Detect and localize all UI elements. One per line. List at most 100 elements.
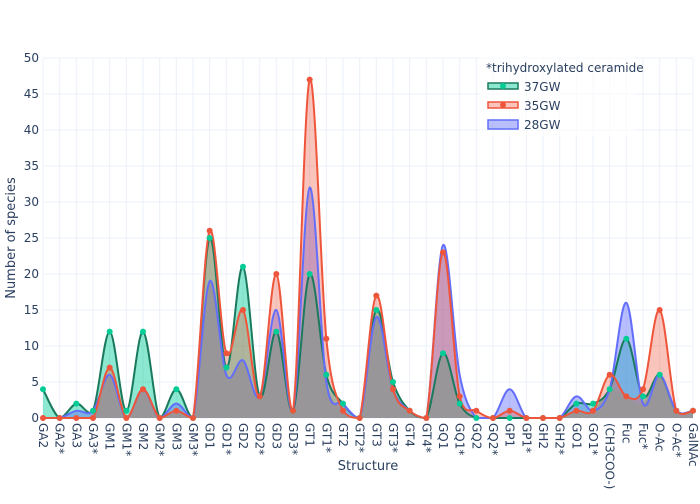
- x-tick-labels: GA2 GA2* GA3 GA3* GM1 GM1* GM2 GM2* GM3 GM3* GD1 GD…: [36, 423, 700, 489]
- point-35GW: [340, 407, 346, 414]
- x-tick-label: GT4*: [419, 423, 433, 453]
- x-tick-label: GP1: [503, 423, 517, 447]
- point-37GW: [590, 400, 596, 407]
- point-35GW: [90, 415, 96, 421]
- point-35GW: [73, 415, 80, 421]
- x-tick-label: O-Ac: [653, 423, 667, 451]
- point-35GW: [406, 407, 413, 414]
- point-35GW: [156, 415, 163, 421]
- legend-marker: [500, 83, 506, 89]
- point-37GW: [40, 386, 46, 393]
- point-37GW: [123, 407, 130, 414]
- point-35GW: [40, 415, 46, 421]
- x-tick-label: GM1*: [119, 423, 133, 456]
- point-35GW: [256, 393, 263, 400]
- point-37GW: [373, 307, 380, 313]
- point-35GW: [456, 393, 463, 400]
- point-35GW: [223, 350, 230, 357]
- grid: [42, 57, 694, 419]
- point-35GW: [56, 415, 63, 421]
- y-tick-label: 10: [24, 339, 39, 353]
- point-37GW: [206, 235, 213, 241]
- point-35GW: [373, 292, 380, 299]
- x-tick-label: GD3*: [286, 423, 300, 455]
- point-35GW: [606, 371, 613, 378]
- y-tick-labels: 0 5 10 15 20 25 30 35 40 45 50: [24, 51, 39, 425]
- y-tick-label: 25: [24, 231, 39, 245]
- legend-swatch: [487, 119, 519, 130]
- x-tick-label: GA2*: [53, 423, 67, 454]
- x-tick-label: GT1*: [319, 423, 333, 453]
- x-tick-label: GD2*: [253, 423, 267, 455]
- legend-items: 37GW 35GW 28GW: [487, 80, 561, 132]
- x-tick-label: GQ1: [436, 423, 450, 449]
- x-tick-label: GO1*: [586, 423, 600, 455]
- point-35GW: [573, 407, 580, 414]
- point-37GW: [173, 386, 180, 393]
- x-tick-label: GA3*: [86, 423, 100, 454]
- x-tick-label: GM3*: [186, 423, 200, 456]
- point-35GW: [690, 407, 696, 414]
- point-35GW: [640, 386, 646, 393]
- point-35GW: [323, 335, 330, 342]
- point-35GW: [123, 415, 130, 421]
- x-tick-label: GP1*: [519, 423, 533, 453]
- point-35GW: [140, 386, 146, 393]
- point-35GW: [556, 415, 563, 421]
- y-tick-label: 5: [31, 375, 39, 389]
- x-tick-label: GA3: [69, 423, 83, 448]
- legend-label: 35GW: [524, 99, 561, 113]
- legend-item-28GW: 28GW: [487, 118, 561, 132]
- x-tick-label: GD3: [269, 423, 283, 449]
- point-35GW: [423, 415, 430, 421]
- legend-background: [480, 56, 635, 136]
- point-35GW: [106, 364, 113, 371]
- point-37GW: [640, 393, 646, 400]
- x-tick-label: GT3*: [386, 423, 400, 453]
- point-35GW: [673, 407, 680, 414]
- point-37GW: [140, 328, 146, 335]
- point-37GW: [240, 263, 246, 270]
- point-35GW: [590, 407, 596, 414]
- point-35GW: [206, 227, 213, 234]
- point-35GW: [190, 415, 196, 421]
- x-tick-label: O-Ac*: [669, 423, 683, 457]
- point-37GW: [223, 364, 230, 371]
- point-37GW: [390, 379, 396, 385]
- x-tick-label: GQ2*: [486, 423, 500, 455]
- point-37GW: [656, 371, 663, 378]
- point-35GW: [173, 407, 180, 414]
- x-axis-title: Structure: [338, 459, 398, 474]
- point-37GW: [623, 335, 630, 342]
- y-tick-label: 30: [24, 195, 39, 209]
- x-tick-label: GalNAc: [686, 423, 700, 467]
- legend-title: *trihydroxylated ceramide: [486, 61, 644, 75]
- x-tick-label: GM2*: [153, 423, 167, 456]
- x-tick-label: (CH3COO-): [603, 423, 617, 489]
- point-37GW: [306, 271, 313, 277]
- point-35GW: [656, 307, 663, 313]
- x-tick-label: GD1*: [219, 423, 233, 455]
- point-35GW: [240, 307, 246, 313]
- point-37GW: [273, 328, 280, 335]
- point-37GW: [340, 400, 346, 407]
- legend-label: 28GW: [524, 118, 561, 132]
- point-35GW: [273, 271, 280, 277]
- point-35GW: [523, 415, 530, 421]
- legend-label: 37GW: [524, 80, 561, 94]
- y-axis-title: Number of species: [4, 177, 19, 299]
- point-35GW: [306, 76, 313, 83]
- point-35GW: [506, 407, 513, 414]
- y-tick-label: 45: [24, 87, 39, 101]
- legend: *trihydroxylated ceramide 37GW 35GW 28GW: [480, 56, 644, 136]
- x-tick-label: GD2: [236, 423, 250, 449]
- point-37GW: [473, 415, 480, 421]
- y-tick-label: 0: [31, 411, 39, 425]
- point-35GW: [490, 415, 496, 421]
- x-tick-label: GO1: [569, 423, 583, 449]
- x-tick-label: GA2: [36, 423, 50, 448]
- data-points: [40, 76, 696, 421]
- point-37GW: [573, 400, 580, 407]
